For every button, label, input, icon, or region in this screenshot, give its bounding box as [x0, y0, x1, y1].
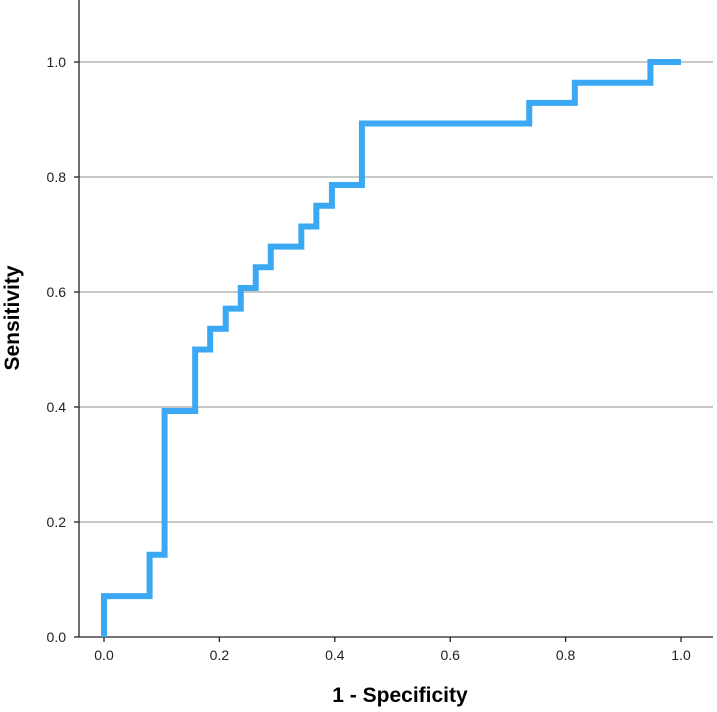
tick-labels: 0.0 0.2 0.4 0.6 0.8 1.0 0.0 0.2 0.4 0.6 0.8 1.0 — [47, 54, 691, 663]
y-tick-label-2: 0.4 — [47, 399, 67, 415]
x-tick-label-0: 0.0 — [94, 647, 114, 663]
series-layer — [101, 59, 681, 637]
x-axis-title: 1 - Specificity — [332, 684, 468, 707]
x-tick-label-3: 0.6 — [440, 647, 460, 663]
y-tick-label-0: 0.0 — [47, 629, 67, 645]
roc-curve-line-0 — [101, 59, 681, 637]
x-tick-label-1: 0.2 — [210, 647, 230, 663]
y-tick-label-1: 0.2 — [47, 514, 67, 530]
x-tick-label-5: 1.0 — [671, 647, 691, 663]
y-tick-label-4: 0.8 — [47, 169, 67, 185]
y-tick-label-3: 0.6 — [47, 284, 67, 300]
y-tick-label-5: 1.0 — [47, 54, 67, 70]
gridlines — [79, 61, 713, 523]
x-tick-label-4: 0.8 — [556, 647, 576, 663]
axes — [74, 0, 713, 642]
x-tick-label-2: 0.4 — [325, 647, 345, 663]
y-axis-title: Sensitivity — [1, 265, 24, 370]
